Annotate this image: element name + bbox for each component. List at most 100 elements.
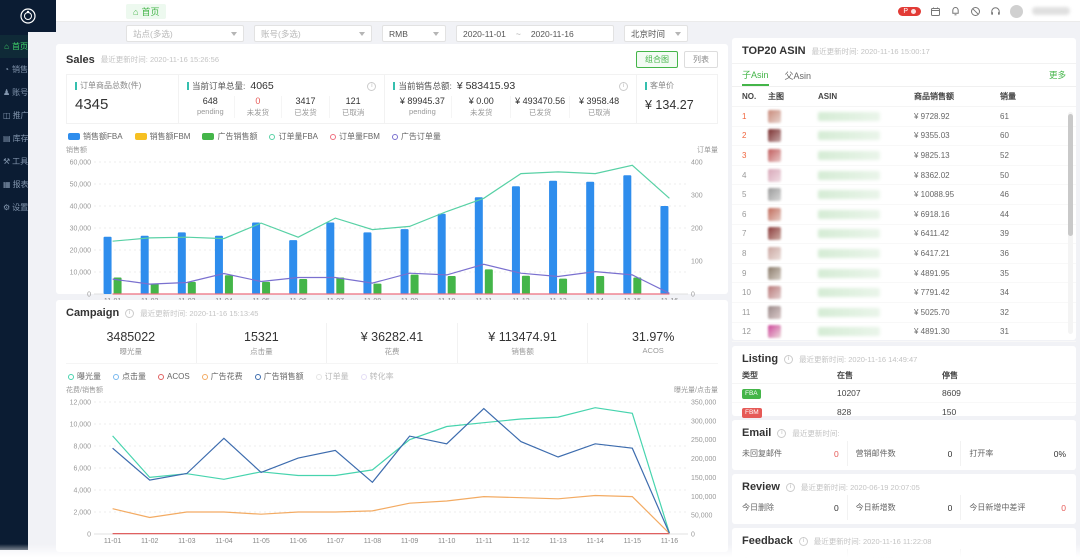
notification-badge[interactable]: P bbox=[898, 6, 921, 16]
svg-text:400: 400 bbox=[691, 160, 703, 167]
date-range-picker[interactable]: 2020-11-01 ~2020-11-16 bbox=[456, 25, 614, 42]
status-label: 已取消 bbox=[587, 108, 611, 117]
asin-row[interactable]: 12 ¥ 4891.30 31 bbox=[732, 323, 1076, 343]
sidebar-item-inventory[interactable]: ▤ 库存 bbox=[0, 127, 29, 150]
asin-row[interactable]: 4 ¥ 8362.02 50 bbox=[732, 166, 1076, 186]
status-value: ¥ 0.00 bbox=[468, 96, 494, 106]
svg-text:20,000: 20,000 bbox=[70, 248, 92, 255]
legend-label: 点击量 bbox=[122, 372, 146, 381]
calendar-icon[interactable] bbox=[930, 6, 941, 17]
legend-label: 销售额FBA bbox=[83, 132, 123, 141]
legend-item[interactable]: 广告销售额 bbox=[254, 371, 304, 382]
tab-child-asin[interactable]: 子Asin bbox=[742, 64, 769, 86]
svg-text:50,000: 50,000 bbox=[691, 513, 713, 520]
product-sales-amount: ¥ 6417.21 bbox=[914, 248, 950, 258]
legend-item[interactable]: 订单量FBM bbox=[330, 131, 380, 142]
combo-chart-button[interactable]: 组合图 bbox=[636, 51, 678, 68]
asin-row[interactable]: 1 ¥ 9728.92 61 bbox=[732, 107, 1076, 127]
timezone-select[interactable]: 北京时间 bbox=[624, 25, 688, 42]
product-thumbnail bbox=[768, 227, 781, 241]
svg-text:11-13: 11-13 bbox=[549, 538, 566, 545]
more-link[interactable]: 更多 bbox=[1048, 70, 1066, 80]
asin-row[interactable]: 8 ¥ 6417.21 36 bbox=[732, 244, 1076, 264]
chevron-down-icon bbox=[433, 31, 439, 36]
sidebar-item-advertising[interactable]: ◫ 推广 bbox=[0, 104, 29, 127]
email-stats: 未回复邮件 0 营销邮件数 0 打开率 0% bbox=[732, 441, 1076, 466]
scrollbar-thumb[interactable] bbox=[1068, 114, 1073, 236]
site-select[interactable]: 站点(多选) bbox=[126, 25, 244, 42]
tab-parent-asin[interactable]: 父Asin bbox=[784, 70, 812, 81]
currency-select[interactable]: RMB bbox=[382, 25, 446, 42]
campaign-kpi-row: 3485022 曝光量 15321 点击量 ¥ 36282.41 花费 ¥ 113474.9… bbox=[66, 323, 718, 364]
headset-icon[interactable] bbox=[990, 6, 1001, 17]
asin-row[interactable]: 5 ¥ 10088.95 46 bbox=[732, 185, 1076, 205]
stat-value: 0 bbox=[834, 557, 839, 560]
sales-legend: 销售额FBA 销售额FBM 广告销售额 订单量FBA 订单量FBM 广告订单量 bbox=[68, 131, 716, 142]
avg-order-value: ¥ 134.27 bbox=[645, 98, 694, 112]
sales-quantity: 32 bbox=[1000, 307, 1009, 317]
campaign-chart: 0 2,000 4,000 6,000 8,000 10,000 12,000 0 50,000… bbox=[70, 400, 717, 546]
legend-marker-icon bbox=[391, 133, 398, 140]
svg-text:0: 0 bbox=[691, 292, 695, 299]
legend-marker-icon bbox=[201, 373, 208, 380]
legend-item[interactable]: 曝光量 bbox=[68, 371, 101, 382]
asin-row[interactable]: 6 ¥ 6918.16 44 bbox=[732, 205, 1076, 225]
legend-item[interactable]: 销售额FBA bbox=[68, 131, 123, 142]
sidebar-item-reports[interactable]: ▦ 报表 bbox=[0, 173, 29, 196]
legend-marker-icon bbox=[134, 133, 147, 140]
sales-updated: 最近更新时间: 2020-11-16 15:26:56 bbox=[100, 55, 220, 64]
chevron-down-icon bbox=[675, 31, 681, 36]
stat-label: 今日新增数 bbox=[855, 503, 896, 512]
legend-item[interactable]: 销售额FBM bbox=[134, 131, 190, 142]
stat-cell: 今日删除 0 bbox=[734, 495, 848, 520]
user-avatar[interactable] bbox=[1010, 4, 1023, 18]
legend-item[interactable]: 订单量 bbox=[315, 371, 349, 382]
legend-item[interactable]: 广告销售额 bbox=[202, 131, 257, 142]
accent-bar bbox=[187, 82, 189, 90]
stat-label: 未回复邮件 bbox=[742, 449, 782, 458]
asin-row[interactable]: 10 ¥ 7791.42 34 bbox=[732, 283, 1076, 303]
asin-row[interactable]: 7 ¥ 6411.42 39 bbox=[732, 225, 1076, 245]
legend-item[interactable]: 点击量 bbox=[113, 371, 146, 382]
svg-text:0: 0 bbox=[87, 292, 91, 299]
rank-number: 10 bbox=[742, 288, 751, 298]
account-select[interactable]: 账号(多选) bbox=[254, 25, 372, 42]
bell-icon[interactable] bbox=[950, 6, 961, 17]
app-logo[interactable] bbox=[0, 0, 56, 32]
badge-wrap: FBA bbox=[742, 387, 837, 399]
sidebar-item-accounts[interactable]: ♟ 账号 bbox=[0, 81, 28, 104]
kpi-label: ACOS bbox=[642, 346, 664, 355]
ban-icon[interactable] bbox=[970, 6, 981, 17]
svg-text:350,000: 350,000 bbox=[691, 400, 716, 407]
asin-row[interactable]: 9 ¥ 4891.95 35 bbox=[732, 264, 1076, 284]
legend-item[interactable]: ACOS bbox=[158, 372, 190, 381]
topbar-actions: P bbox=[898, 0, 1070, 22]
info-icon: i bbox=[619, 81, 628, 91]
list-view-button[interactable]: 列表 bbox=[684, 51, 718, 68]
legend-item[interactable]: 订单量FBA bbox=[269, 131, 318, 142]
timezone-value: 北京时间 bbox=[631, 28, 666, 39]
svg-text:11-01: 11-01 bbox=[104, 538, 121, 545]
svg-text:4,000: 4,000 bbox=[73, 488, 91, 495]
asin-row[interactable]: 2 ¥ 9355.03 60 bbox=[732, 127, 1076, 147]
legend-item[interactable]: 转化率 bbox=[360, 371, 394, 382]
sidebar-item-sales[interactable]: ◔ 销售 bbox=[0, 58, 28, 81]
tab-home[interactable]: ⌂ 首页 bbox=[126, 4, 167, 19]
col-no: NO. bbox=[742, 92, 757, 101]
legend-item[interactable]: 广告花费 bbox=[201, 371, 243, 382]
sidebar-item-settings[interactable]: ⚙ 设置 bbox=[0, 196, 28, 219]
legend-marker-icon bbox=[269, 133, 276, 140]
asin-row[interactable]: 11 ¥ 5025.70 32 bbox=[732, 303, 1076, 323]
asin-row[interactable]: 3 ¥ 9825.13 52 bbox=[732, 146, 1076, 166]
campaign-kpi: 15321 点击量 bbox=[197, 323, 328, 363]
legend-label: 广告销售额 bbox=[217, 132, 258, 141]
status-col: ¥ 3958.48 已取消 bbox=[570, 96, 628, 118]
order-items-label: 订单商品总数(件) bbox=[80, 81, 142, 90]
top20-asin-card: TOP20 ASIN 最近更新时间: 2020-11-16 15:00:17 子… bbox=[732, 38, 1076, 343]
col-qty: 销量 bbox=[1000, 92, 1016, 101]
status-value: ¥ 3958.48 bbox=[579, 96, 620, 106]
sidebar-item-home[interactable]: ⌂ 首页 bbox=[0, 35, 28, 58]
legend-item[interactable]: 广告订单量 bbox=[391, 131, 441, 142]
sidebar-item-tools[interactable]: ⚒ 工具 bbox=[0, 150, 28, 173]
stat-cell: 打开率 0% bbox=[961, 441, 1074, 466]
